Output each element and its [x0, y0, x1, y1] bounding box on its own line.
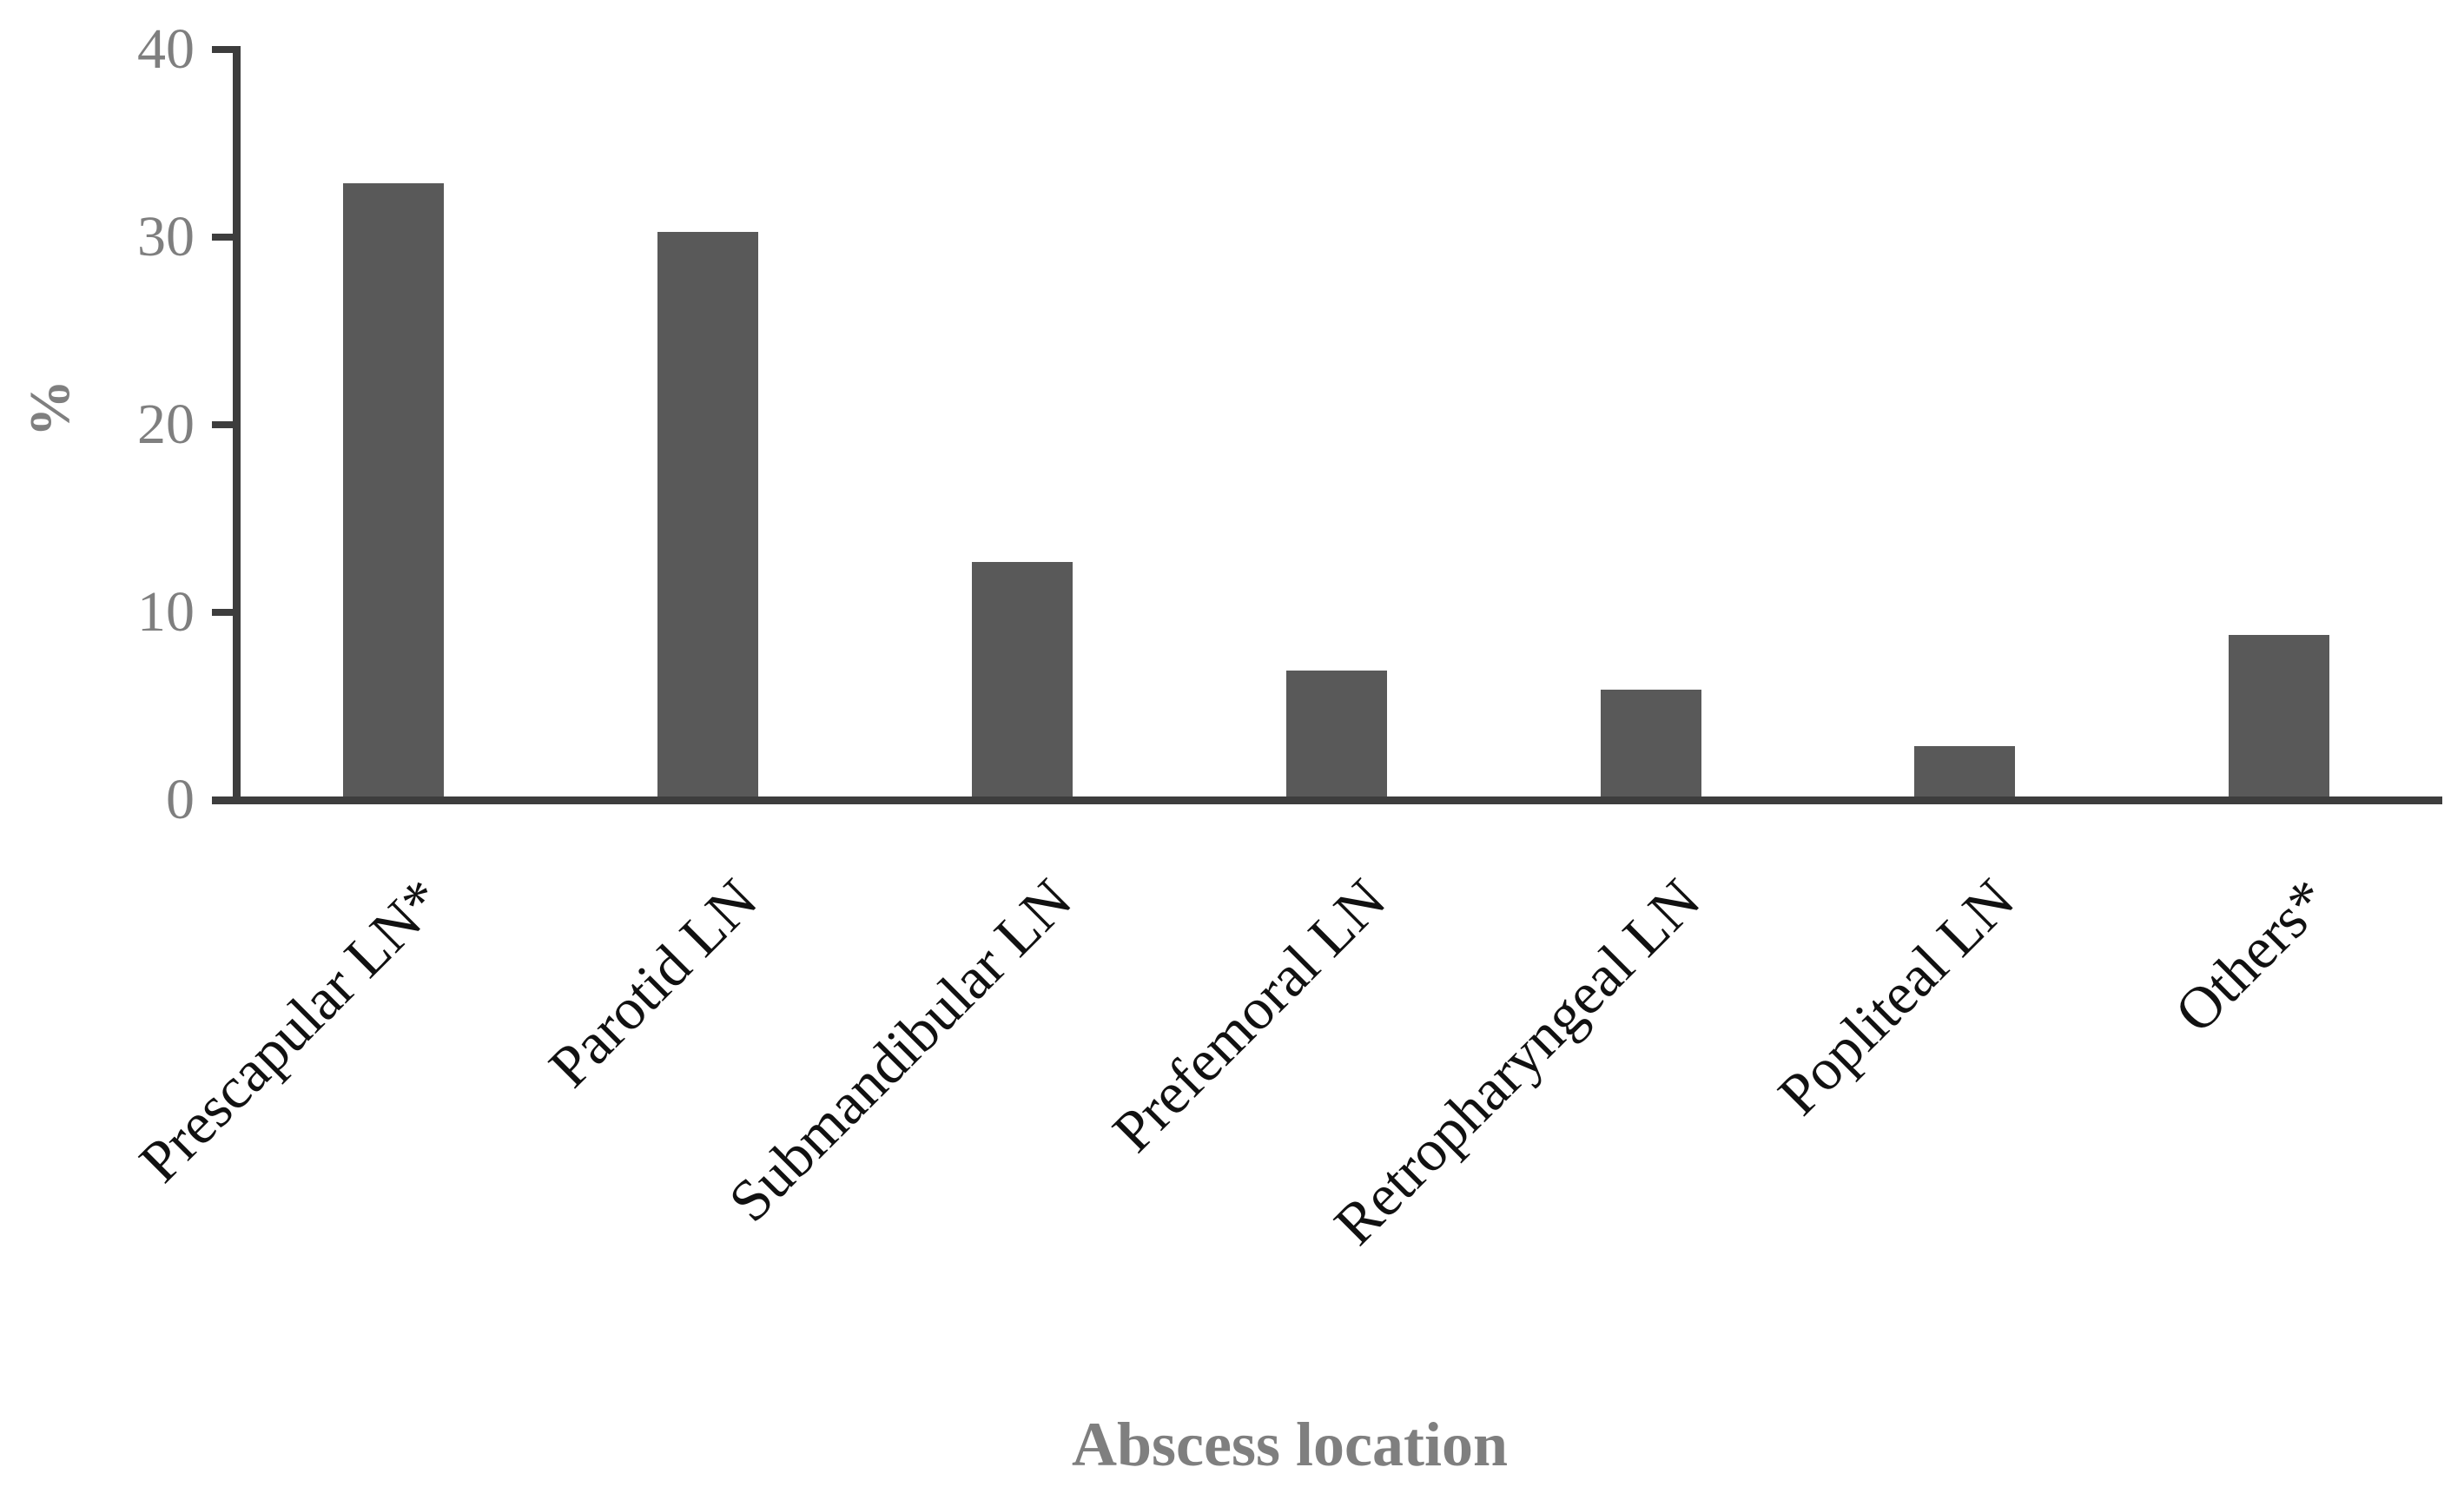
bar-4: [1285, 671, 1387, 798]
bar-3: [971, 561, 1073, 798]
x-category-label: Others*: [2162, 866, 2342, 1046]
y-tick-label: 10: [137, 580, 195, 644]
y-tick-mark: [212, 609, 236, 616]
x-axis-title: Abscess location: [1072, 1410, 1508, 1479]
y-tick-label: 20: [137, 393, 195, 456]
y-tick-label: 40: [137, 17, 195, 81]
x-axis-line: [212, 796, 2442, 804]
x-category-label: Popliteal LN: [1765, 866, 2027, 1127]
x-category-label: Prefemoral LN: [1100, 866, 1398, 1165]
y-tick-label: 0: [166, 768, 195, 831]
bar-1: [342, 182, 444, 798]
x-category-label: Submandibular LN: [715, 866, 1084, 1234]
bar-5: [1600, 689, 1701, 798]
y-axis-line: [233, 46, 241, 803]
bar-6: [1914, 745, 2016, 798]
y-tick-mark: [212, 421, 236, 428]
bar-2: [657, 231, 758, 798]
y-tick-label: 30: [137, 205, 195, 268]
y-tick-mark: [212, 46, 236, 53]
x-category-label: Parotid LN: [536, 866, 770, 1100]
y-tick-mark: [212, 234, 236, 241]
x-category-label: Prescapular LN*: [126, 866, 455, 1195]
bar-7: [2229, 635, 2330, 798]
